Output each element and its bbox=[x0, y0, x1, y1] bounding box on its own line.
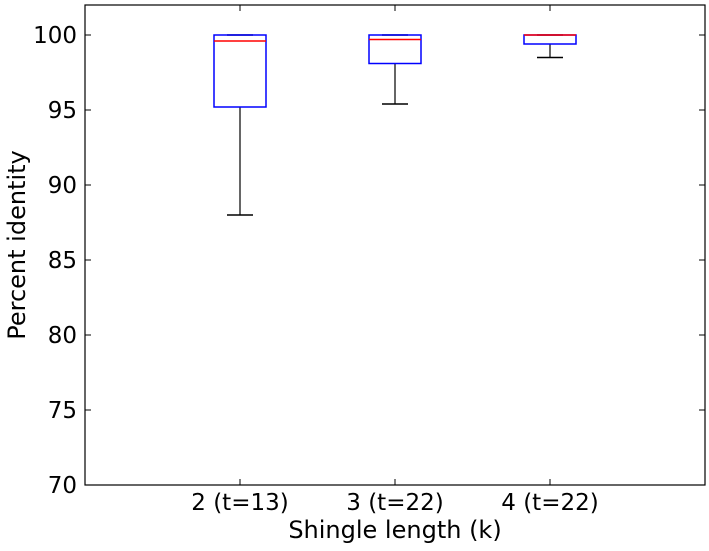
x-axis: 2 (t=13) 3 (t=22) 4 (t=22) bbox=[191, 5, 599, 516]
y-tick-label: 75 bbox=[48, 398, 77, 424]
y-tick-label: 90 bbox=[48, 173, 77, 199]
y-tick-label: 95 bbox=[48, 98, 77, 124]
iqr-box bbox=[368, 34, 422, 65]
box-3 bbox=[523, 34, 577, 59]
y-axis-label: Percent identity bbox=[3, 150, 31, 340]
y-tick-label: 85 bbox=[48, 248, 77, 274]
y-tick-label: 80 bbox=[48, 323, 77, 349]
iqr-box bbox=[523, 34, 577, 45]
y-tick-label: 70 bbox=[48, 473, 77, 499]
x-tick-label: 3 (t=22) bbox=[346, 490, 443, 516]
x-tick-label: 2 (t=13) bbox=[191, 490, 288, 516]
x-axis-label: Shingle length (k) bbox=[288, 516, 501, 544]
box-2 bbox=[368, 34, 422, 105]
y-axis: 70 75 80 85 90 95 100 bbox=[33, 23, 705, 499]
box-series bbox=[213, 34, 577, 216]
y-tick-label: 100 bbox=[33, 23, 77, 49]
x-tick-label: 4 (t=22) bbox=[501, 490, 598, 516]
box-1 bbox=[213, 34, 267, 216]
iqr-box bbox=[213, 34, 267, 108]
